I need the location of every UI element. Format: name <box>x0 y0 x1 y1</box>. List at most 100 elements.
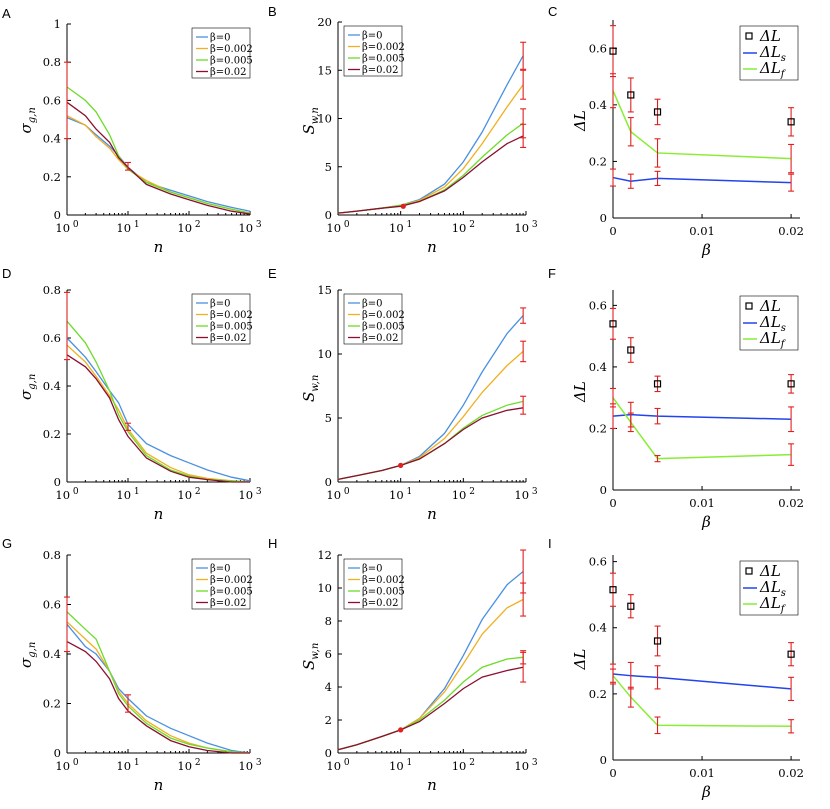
x-tick-label: 0.02 <box>778 224 804 238</box>
legend-label: β=0.02 <box>362 65 398 76</box>
legend-box <box>343 293 403 345</box>
legend-label: β=0.02 <box>362 598 398 609</box>
legend-label: β=0.005 <box>362 322 405 333</box>
y-axis-label: Sw,n <box>300 643 321 670</box>
legend-label: β=0 <box>362 31 383 42</box>
x-tick-label: 0 <box>609 496 616 510</box>
dl-marker <box>787 650 795 658</box>
y-tick-label: 8 <box>325 614 332 628</box>
series-line-dls <box>612 673 792 690</box>
x-axis-label: n <box>427 238 437 256</box>
y-tick-label: 0.2 <box>589 421 607 435</box>
legend-label: β=0.02 <box>210 333 246 344</box>
x-axis-label: β <box>701 241 711 259</box>
legend-label: β=0 <box>210 299 231 310</box>
x-axis-label: n <box>427 505 437 523</box>
y-tick-label: 0.8 <box>43 55 61 69</box>
y-tick-label: 0.4 <box>43 379 61 393</box>
marker-point <box>400 203 406 209</box>
y-tick-label: 0.6 <box>43 331 61 345</box>
legend-label: β=0.005 <box>362 587 405 598</box>
x-tick-label: 10 3 <box>514 487 538 502</box>
legend-label-dlf: ΔLf <box>759 594 787 615</box>
series-line-dlf <box>612 90 792 160</box>
y-tick-label: 6 <box>325 647 332 661</box>
x-tick-label: 10 1 <box>389 220 412 235</box>
series-line-0 <box>66 337 251 482</box>
legend-swatch-dl <box>745 302 753 310</box>
series-line-2 <box>337 122 524 214</box>
legend-label: β=0.005 <box>210 56 253 67</box>
y-axis-label: σg,n <box>17 642 38 668</box>
y-tick-label: 0.4 <box>589 98 607 112</box>
dl-marker <box>627 346 635 354</box>
x-tick-label: 0.01 <box>689 766 715 780</box>
y-tick-label: 0 <box>600 211 607 225</box>
series-line-dls <box>612 413 792 420</box>
legend-label-dl: ΔL <box>759 562 781 580</box>
y-tick-label: 0.6 <box>589 41 607 55</box>
series-line-2 <box>66 86 251 214</box>
x-tick-label: 10 0 <box>55 758 79 773</box>
y-axis-label: σg,n <box>17 374 38 400</box>
y-tick-label: 0.2 <box>589 154 607 168</box>
legend-label: β=0 <box>362 564 383 575</box>
x-tick-label: 0 <box>609 224 616 238</box>
series-line-1 <box>66 344 251 483</box>
series-line-3 <box>66 641 250 754</box>
x-tick-label: 10 3 <box>514 220 538 235</box>
y-axis-label: ΔL <box>571 110 589 132</box>
dl-marker <box>609 320 617 328</box>
series-line-2 <box>337 656 524 751</box>
series-line-dlf <box>612 675 792 728</box>
dl-marker <box>787 380 795 388</box>
panel-letter-i: I <box>548 536 552 551</box>
y-axis-label: σg,n <box>17 107 38 133</box>
series-line-0 <box>66 116 251 212</box>
y-tick-label: 10 <box>317 347 332 361</box>
x-tick-label: 10 1 <box>116 220 139 235</box>
series-line-0 <box>66 623 251 754</box>
x-tick-label: 10 2 <box>177 220 200 235</box>
y-tick-label: 0.2 <box>43 697 61 711</box>
y-tick-label: 0 <box>54 746 61 760</box>
legend-label: β=0.02 <box>362 333 398 344</box>
x-tick-label: 10 2 <box>452 487 475 502</box>
panel-letter-h: H <box>268 536 277 551</box>
series-line-2 <box>337 400 524 481</box>
dl-marker <box>627 91 635 99</box>
y-axis-label: ΔL <box>571 649 589 671</box>
y-tick-label: 0.6 <box>589 555 607 569</box>
x-tick-label: 10 1 <box>116 758 139 773</box>
x-tick-label: 0.02 <box>778 766 804 780</box>
legend-swatch-dl <box>745 32 753 40</box>
legend-label: β=0.02 <box>210 598 246 609</box>
legend-label-dl: ΔL <box>759 297 781 315</box>
y-tick-label: 0 <box>325 475 332 489</box>
panel-letter-d: D <box>2 266 11 281</box>
x-tick-label: 10 0 <box>326 487 350 502</box>
y-tick-label: 0.6 <box>43 598 61 612</box>
series-line-1 <box>337 84 524 214</box>
x-tick-label: 10 1 <box>389 487 412 502</box>
panel-d: D00.20.40.60.810 0 10 1 10 2 10 3nσg,nβ=0β=… <box>2 266 262 523</box>
y-tick-label: 4 <box>325 680 332 694</box>
x-tick-label: 10 1 <box>116 487 139 502</box>
y-tick-label: 1 <box>54 17 61 31</box>
x-tick-label: 10 0 <box>55 487 79 502</box>
legend-box <box>343 558 403 610</box>
x-tick-label: 10 2 <box>177 758 200 773</box>
y-tick-label: 0 <box>325 746 332 760</box>
y-tick-label: 20 <box>317 15 332 29</box>
legend-box <box>191 558 251 610</box>
